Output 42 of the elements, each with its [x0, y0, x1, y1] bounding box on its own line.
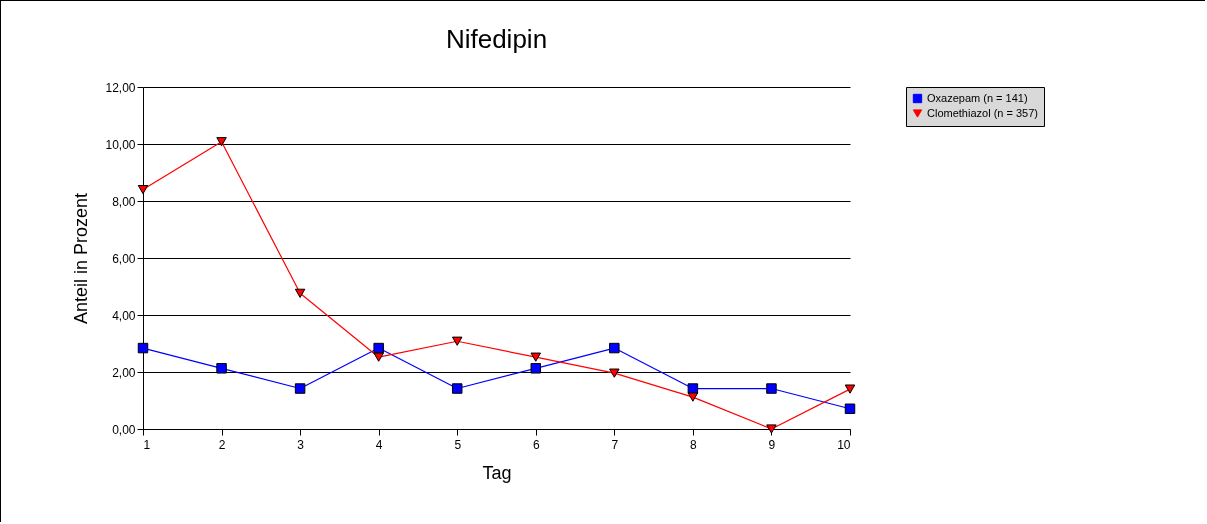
x-tick-label: 4 [375, 437, 383, 452]
y-tick-label: 0,00 [112, 422, 136, 437]
x-tick-label: 3 [297, 437, 305, 452]
x-tick-label: 2 [218, 437, 226, 452]
y-tick-label: 2,00 [112, 365, 136, 380]
point [844, 403, 856, 415]
legend-label: Oxazepam (n = 141) [927, 91, 1028, 104]
x-tick-label: 8 [690, 437, 698, 452]
x-tick-label: 7 [611, 437, 619, 452]
x-axis-title: Tag [482, 462, 512, 483]
point [530, 363, 542, 374]
point [216, 137, 227, 147]
point [373, 352, 384, 362]
point [609, 342, 620, 354]
point [373, 342, 384, 354]
x-tick-label: 1 [143, 437, 151, 452]
point [687, 383, 699, 394]
point [687, 392, 699, 402]
x-tick-label: 10 [837, 437, 851, 452]
point [609, 368, 620, 378]
point [451, 336, 463, 346]
y-tick-label: 10,00 [105, 137, 136, 152]
point [451, 383, 463, 394]
y-axis-title: Anteil in Prozent [71, 192, 92, 325]
point [137, 342, 149, 354]
point [294, 383, 306, 394]
y-tick-label: 6,00 [112, 251, 136, 266]
x-tick-label: 5 [454, 437, 462, 452]
chart-title: Nifedipin [445, 24, 548, 54]
point [137, 184, 149, 195]
y-tick-label: 8,00 [112, 194, 136, 209]
point [216, 363, 227, 374]
legend-label: Clomethiazol (n = 357) [927, 106, 1038, 119]
point [844, 384, 856, 394]
point [766, 383, 777, 394]
point [294, 288, 306, 298]
point [530, 352, 542, 362]
x-tick-label: 6 [532, 437, 540, 452]
point [766, 424, 777, 434]
x-tick-label: 9 [768, 437, 776, 452]
y-tick-label: 12,00 [105, 80, 136, 95]
y-tick-label: 4,00 [112, 308, 136, 323]
